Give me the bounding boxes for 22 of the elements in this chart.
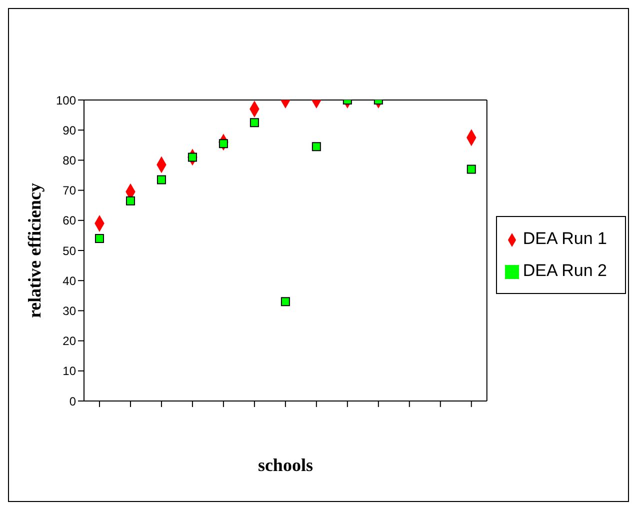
y-tick-label: 30 [62,304,76,318]
x-axis-title: schools [258,455,313,475]
y-tick-label: 10 [62,364,76,378]
point [312,142,321,152]
y-tick-label: 20 [62,334,76,348]
y-tick-label: 60 [62,214,76,228]
legend-label: DEA Run 1 [522,229,607,248]
point [156,175,166,184]
point [250,118,259,128]
y-tick-label: 70 [62,184,76,198]
y-axis-title: relative efficiency [24,182,44,318]
point [94,234,104,243]
y-tick-label: 0 [69,394,76,408]
y-tick-label: 80 [62,153,76,168]
y-tick-label: 100 [56,93,76,108]
y-tick-label: 50 [62,244,76,258]
point [280,297,290,306]
legend-label: DEA Run 2 [522,261,607,280]
point [126,196,135,206]
y-tick-label: 90 [62,123,76,138]
y-tick-label: 40 [62,274,76,288]
point [466,164,476,174]
